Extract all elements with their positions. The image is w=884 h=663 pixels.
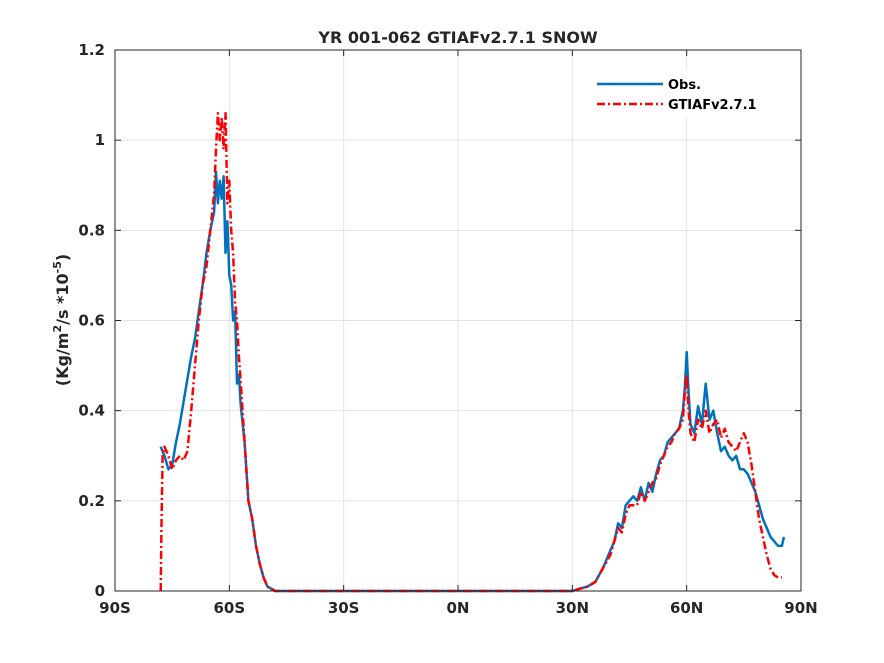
series-layer	[159, 111, 786, 593]
x-axis-tick-labels: 90S 60S 30S 0N 30N 60N 90N	[99, 599, 818, 617]
y-tick-label: 1.2	[78, 41, 105, 59]
y-tick-label: 0.8	[78, 221, 105, 239]
x-tick-label: 30S	[328, 599, 360, 617]
y-tick-label: 0	[95, 582, 105, 600]
y-tick-label: 0.4	[78, 402, 105, 420]
x-tick-label: 30N	[556, 599, 589, 617]
axis-ticks	[114, 49, 802, 592]
legend: Obs. GTIAFv2.7.1	[590, 70, 790, 118]
x-tick-label: 0N	[447, 599, 470, 617]
series-line-model	[159, 111, 782, 593]
x-tick-label: 90N	[784, 599, 817, 617]
x-tick-label: 60N	[670, 599, 703, 617]
y-tick-label: 1	[95, 131, 105, 149]
legend-label-model: GTIAFv2.7.1	[668, 98, 757, 113]
x-tick-label: 90S	[99, 599, 131, 617]
x-tick-label: 60S	[213, 599, 245, 617]
legend-label-obs: Obs.	[668, 78, 701, 93]
chart-title: YR 001-062 GTIAFv2.7.1 SNOW	[317, 28, 598, 47]
legend-box	[590, 70, 790, 118]
y-tick-label: 0.2	[78, 492, 105, 510]
y-axis-tick-labels: 0 0.2 0.4 0.6 0.8 1 1.2	[78, 41, 105, 600]
y-axis-label: (Kg/m2/s *10-5)	[51, 254, 72, 386]
y-tick-label: 0.6	[78, 312, 105, 330]
